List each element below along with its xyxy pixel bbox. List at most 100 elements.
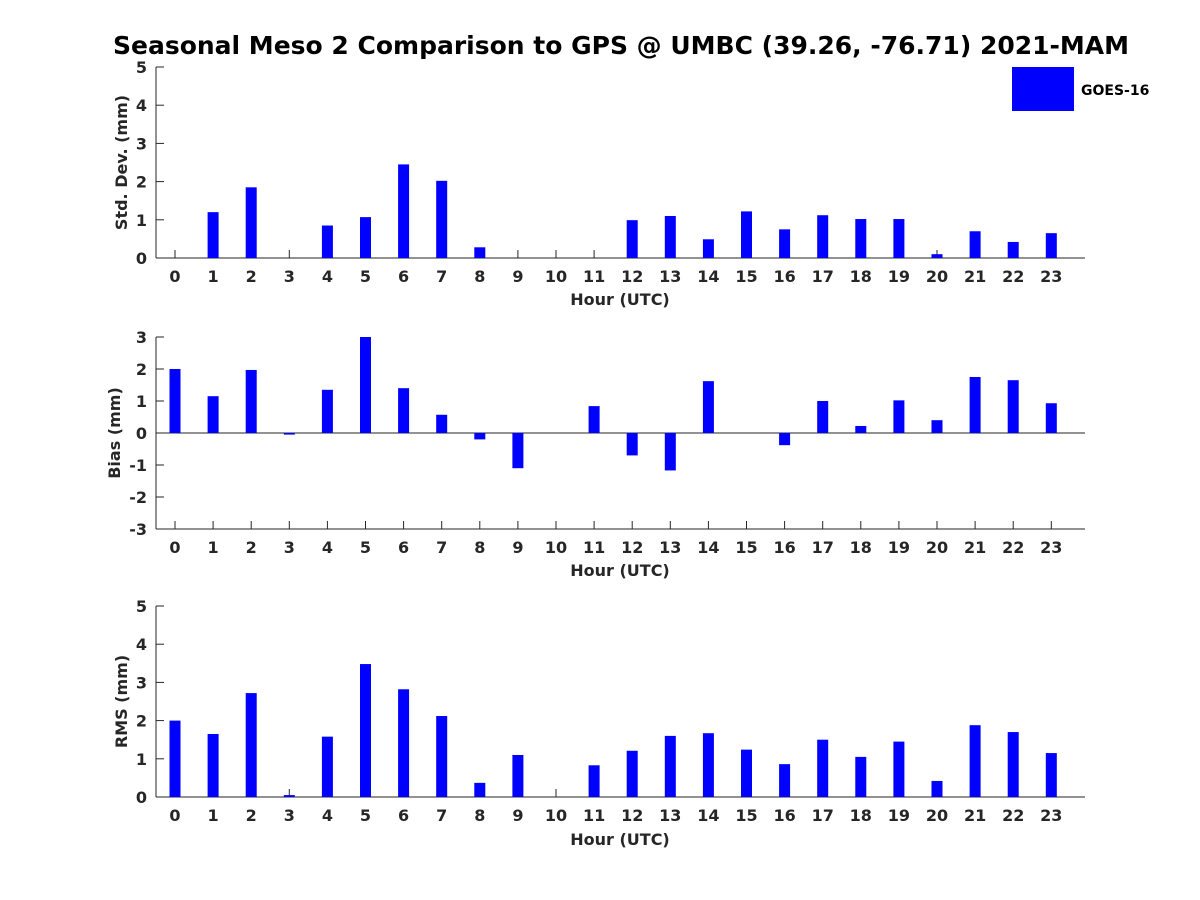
bar-hour-17 <box>817 215 829 258</box>
y-axis-label: Bias (mm) <box>105 387 124 479</box>
bar-hour-4 <box>321 225 333 258</box>
x-tick-label: 18 <box>850 806 872 825</box>
bar-hour-20 <box>931 254 943 258</box>
x-axis-label: Hour (UTC) <box>570 561 670 580</box>
x-tick-label: 10 <box>545 267 567 286</box>
bar-hour-1 <box>207 396 219 433</box>
x-tick-label: 5 <box>360 538 371 557</box>
bar-hour-19 <box>893 400 905 433</box>
x-tick-label: 17 <box>812 538 834 557</box>
x-tick-label: 7 <box>436 267 447 286</box>
x-tick-label: 20 <box>926 806 948 825</box>
x-tick-label: 3 <box>284 806 295 825</box>
x-tick-label: 6 <box>398 538 409 557</box>
bar-hour-5 <box>360 337 371 433</box>
bar-hour-13 <box>664 433 676 471</box>
bar-hour-12 <box>626 220 638 258</box>
bar-hour-13 <box>664 215 676 258</box>
y-tick-label: 0 <box>136 249 147 268</box>
x-tick-label: 23 <box>1040 267 1062 286</box>
x-axis-label: Hour (UTC) <box>570 830 670 849</box>
bar-hour-1 <box>207 212 219 258</box>
x-tick-label: 14 <box>697 267 719 286</box>
y-axis-label: RMS (mm) <box>112 655 131 748</box>
bar-hour-6 <box>398 164 410 258</box>
x-tick-label: 18 <box>850 538 872 557</box>
bar-hour-5 <box>360 664 371 797</box>
bar-hour-22 <box>1007 380 1019 433</box>
x-tick-label: 15 <box>735 267 757 286</box>
bar-hour-11 <box>588 765 600 797</box>
bar-hour-7 <box>436 716 448 797</box>
x-tick-label: 12 <box>621 538 643 557</box>
chart-title: Seasonal Meso 2 Comparison to GPS @ UMBC… <box>113 31 1129 60</box>
x-tick-label: 12 <box>621 267 643 286</box>
x-tick-label: 12 <box>621 806 643 825</box>
legend-label: GOES-16 <box>1081 83 1149 99</box>
bar-hour-0 <box>169 720 181 797</box>
x-tick-label: 21 <box>964 806 986 825</box>
bar-hour-4 <box>321 389 333 433</box>
y-tick-label: 3 <box>136 328 147 347</box>
bar-hour-8 <box>474 433 486 440</box>
bar-hour-21 <box>969 377 981 433</box>
x-tick-label: 13 <box>659 806 681 825</box>
bar-hour-20 <box>931 780 943 797</box>
x-tick-label: 14 <box>697 806 719 825</box>
x-tick-label: 8 <box>474 538 485 557</box>
x-tick-label: 9 <box>512 267 523 286</box>
bar-hour-16 <box>779 229 791 258</box>
bar-hour-14 <box>702 239 714 258</box>
x-tick-label: 3 <box>284 538 295 557</box>
bar-hour-15 <box>741 211 752 258</box>
x-tick-label: 19 <box>888 538 910 557</box>
bar-hour-7 <box>436 180 448 258</box>
x-tick-label: 11 <box>583 538 605 557</box>
bar-hour-8 <box>474 247 486 258</box>
bar-hour-19 <box>893 741 905 797</box>
x-tick-label: 9 <box>512 538 523 557</box>
x-tick-label: 0 <box>169 806 180 825</box>
x-tick-label: 13 <box>659 267 681 286</box>
bar-hour-22 <box>1007 241 1019 258</box>
bar-hour-14 <box>702 733 714 797</box>
y-tick-label: 0 <box>136 424 147 443</box>
x-tick-label: 23 <box>1040 538 1062 557</box>
bar-hour-23 <box>1045 233 1057 258</box>
x-axis-label: Hour (UTC) <box>570 290 670 309</box>
bar-hour-23 <box>1045 753 1057 797</box>
bar-hour-2 <box>245 187 257 258</box>
bar-hour-15 <box>741 749 752 797</box>
bar-hour-21 <box>969 231 981 258</box>
x-tick-label: 20 <box>926 267 948 286</box>
bar-hour-12 <box>626 750 638 797</box>
x-tick-label: 10 <box>545 806 567 825</box>
x-tick-label: 15 <box>735 806 757 825</box>
x-tick-label: 5 <box>360 806 371 825</box>
x-tick-label: 16 <box>773 538 795 557</box>
y-tick-label: 5 <box>136 58 147 77</box>
x-tick-label: 7 <box>436 806 447 825</box>
bar-hour-6 <box>398 388 410 433</box>
bar-hour-4 <box>321 736 333 797</box>
x-tick-label: 22 <box>1002 267 1024 286</box>
x-tick-label: 22 <box>1002 538 1024 557</box>
bar-hour-5 <box>360 217 371 258</box>
y-tick-label: 1 <box>136 392 147 411</box>
bar-hour-11 <box>588 406 600 433</box>
x-tick-label: 21 <box>964 267 986 286</box>
bar-hour-6 <box>398 689 410 797</box>
y-tick-label: -1 <box>129 456 147 475</box>
bar-hour-7 <box>436 414 448 433</box>
y-tick-label: 4 <box>136 635 147 654</box>
bar-hour-2 <box>245 693 257 797</box>
x-tick-label: 19 <box>888 267 910 286</box>
x-tick-label: 0 <box>169 538 180 557</box>
x-tick-label: 7 <box>436 538 447 557</box>
y-tick-label: 3 <box>136 134 147 153</box>
bar-hour-9 <box>512 433 524 469</box>
x-tick-label: 14 <box>697 538 719 557</box>
